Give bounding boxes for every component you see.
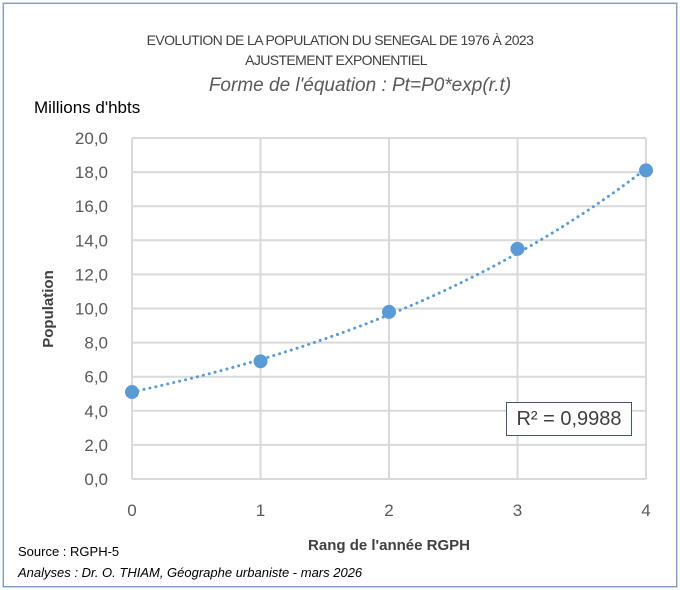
chart-title: EVOLUTION DE LA POPULATION DU SENEGAL DE… [146,32,534,48]
data-point [639,163,653,178]
chart-subtitle: AJUSTEMENT EXPONENTIEL [245,52,427,68]
analyses-note: Analyses : Dr. O. THIAM, Géographe urban… [18,565,363,580]
data-point [382,304,396,319]
y-tick-label: 4,0 [84,402,108,421]
equation-form: Forme de l'équation : Pt=P0*exp(r.t) [208,75,512,96]
source-note: Source : RGPH-5 [18,544,120,559]
y-tick-label: 0,0 [84,470,108,489]
chart-frame [3,3,677,587]
y-tick-label: 8,0 [84,334,108,353]
y-tick-label: 14,0 [75,231,108,250]
x-tick-label: 1 [256,501,265,520]
x-tick-label: 4 [641,501,650,520]
data-point [253,354,268,369]
x-tick-label: 2 [384,501,393,520]
x-tick-label: 3 [513,501,522,520]
y-tick-label: 20,0 [75,129,108,148]
unit-label: Millions d'hbts [34,98,141,117]
y-tick-label: 12,0 [75,265,108,284]
y-tick-label: 16,0 [75,197,108,216]
y-axis-title: Population [40,270,57,348]
x-axis-title: Rang de l'année RGPH [308,537,470,554]
y-tick-label: 2,0 [84,436,108,455]
y-tick-label: 10,0 [75,300,108,319]
y-tick-label: 18,0 [75,163,108,182]
r-squared-label: R² = 0,9988 [506,402,632,436]
y-tick-label: 6,0 [84,368,108,387]
x-tick-label: 0 [127,501,136,520]
data-point [510,241,525,256]
data-point [125,385,139,400]
